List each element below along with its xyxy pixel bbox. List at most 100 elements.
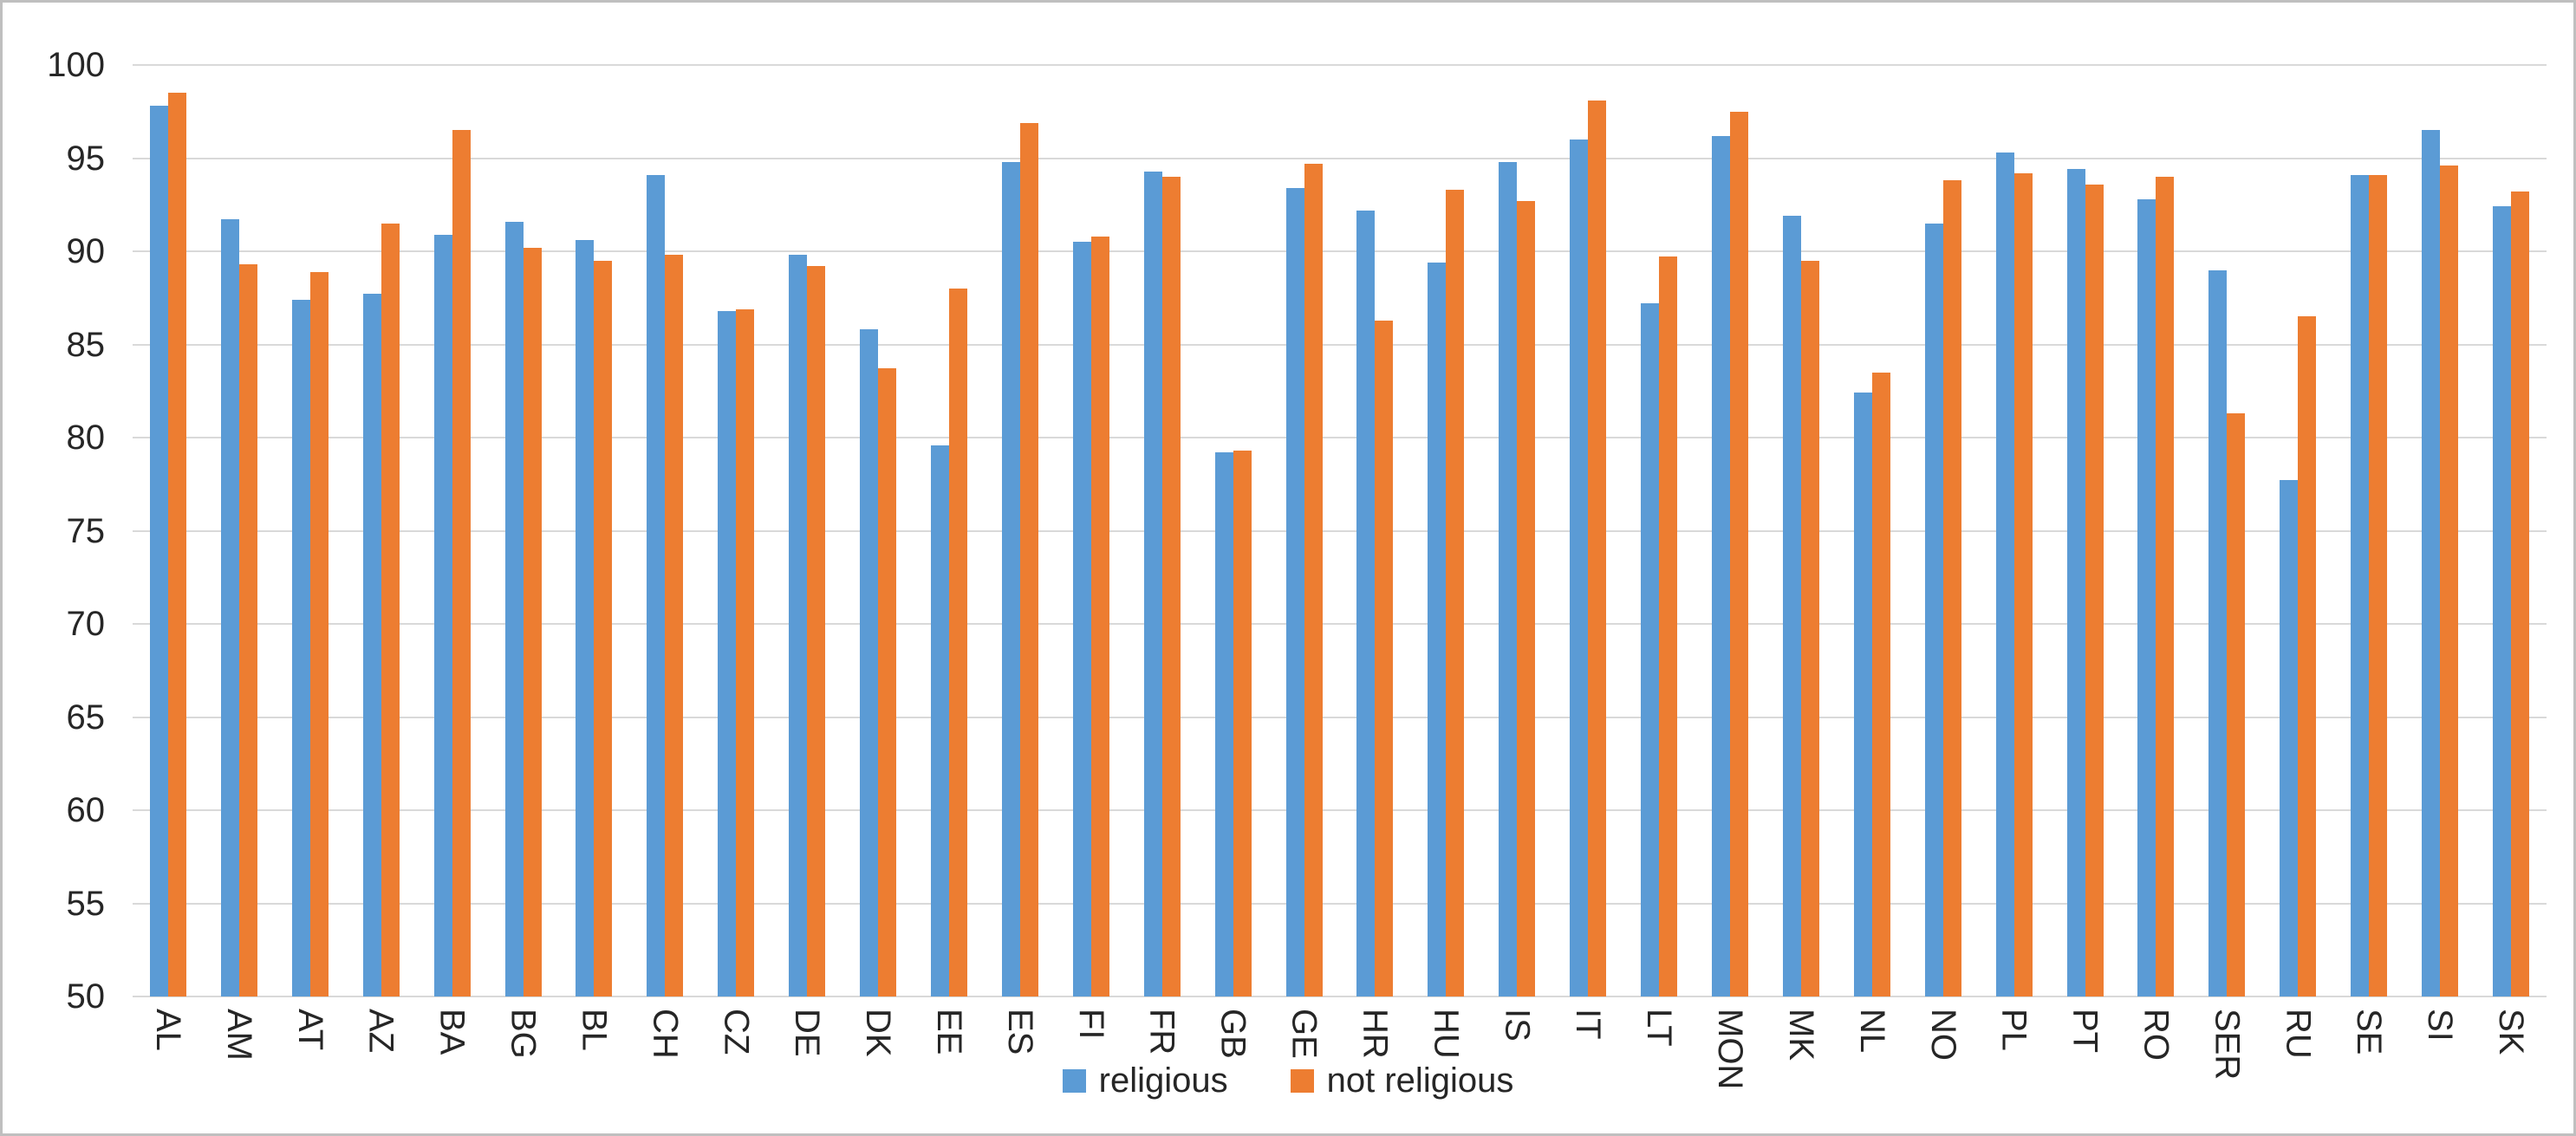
bar-religious-DE bbox=[789, 255, 808, 996]
bar-not-religious-MK bbox=[1800, 260, 1819, 996]
x-tick-label-FR: FR bbox=[1142, 1009, 1181, 1055]
y-tick-label-80: 80 bbox=[66, 419, 106, 457]
bar-religious-SER bbox=[2208, 269, 2228, 996]
gridline-80 bbox=[133, 437, 2547, 438]
bar-not-religious-RU bbox=[2298, 316, 2317, 996]
bar-not-religious-SI bbox=[2440, 166, 2459, 996]
bar-religious-PT bbox=[2066, 169, 2085, 996]
x-tick-label-AL: AL bbox=[148, 1009, 187, 1051]
gridline-55 bbox=[133, 902, 2547, 905]
x-tick-label-FI: FI bbox=[1071, 1009, 1110, 1040]
legend-item-religious: religious bbox=[1062, 1061, 1228, 1100]
bar-religious-AM bbox=[220, 219, 239, 996]
x-tick-label-DK: DK bbox=[859, 1009, 898, 1057]
bar-religious-FR bbox=[1143, 171, 1162, 996]
bar-not-religious-PL bbox=[2013, 172, 2033, 996]
bar-religious-CZ bbox=[718, 310, 737, 996]
bar-not-religious-MON bbox=[1730, 111, 1748, 996]
bar-religious-AL bbox=[149, 106, 168, 996]
bar-religious-NO bbox=[1924, 223, 1943, 996]
gridline-90 bbox=[133, 250, 2547, 252]
x-tick-label-AM: AM bbox=[219, 1009, 258, 1061]
x-tick-label-MK: MK bbox=[1781, 1009, 1820, 1061]
bar-religious-CH bbox=[647, 174, 666, 996]
x-tick-label-CH: CH bbox=[646, 1009, 685, 1059]
bar-not-religious-FR bbox=[1161, 177, 1181, 996]
bar-religious-BA bbox=[433, 234, 452, 996]
legend-label-not-religious: not religious bbox=[1326, 1061, 1514, 1100]
x-tick-label-MON: MON bbox=[1711, 1009, 1749, 1090]
bar-religious-LT bbox=[1641, 303, 1660, 996]
y-tick-label-85: 85 bbox=[66, 325, 106, 364]
bar-not-religious-ES bbox=[1019, 122, 1038, 996]
bar-religious-RU bbox=[2280, 480, 2299, 996]
bar-not-religious-PT bbox=[2085, 184, 2104, 996]
y-tick-label-70: 70 bbox=[66, 605, 106, 643]
bar-not-religious-CH bbox=[665, 255, 684, 996]
bar-not-religious-SE bbox=[2369, 174, 2388, 996]
bar-not-religious-AM bbox=[238, 264, 257, 996]
legend: religious not religious bbox=[3, 1061, 2573, 1100]
gridline-75 bbox=[133, 529, 2547, 532]
bar-religious-MON bbox=[1712, 135, 1730, 996]
bar-religious-ES bbox=[1001, 161, 1020, 996]
bar-religious-NL bbox=[1853, 393, 1872, 996]
bar-religious-AZ bbox=[362, 294, 381, 996]
x-tick-label-AT: AT bbox=[290, 1009, 329, 1051]
gridline-60 bbox=[133, 809, 2547, 811]
x-tick-label-DE: DE bbox=[788, 1009, 827, 1057]
bar-religious-BL bbox=[576, 240, 595, 996]
gridline-70 bbox=[133, 623, 2547, 625]
gridline-95 bbox=[133, 157, 2547, 159]
bar-religious-IS bbox=[1499, 161, 1518, 996]
y-tick-label-75: 75 bbox=[66, 511, 106, 550]
bar-not-religious-FI bbox=[1090, 236, 1109, 996]
gridline-100 bbox=[133, 64, 2547, 66]
bar-not-religious-RO bbox=[2156, 177, 2175, 996]
y-tick-label-95: 95 bbox=[66, 139, 106, 178]
x-tick-label-SE: SE bbox=[2350, 1009, 2389, 1055]
bar-religious-IT bbox=[1570, 140, 1589, 996]
bar-religious-GB bbox=[1214, 452, 1233, 996]
gridline-65 bbox=[133, 716, 2547, 718]
x-tick-label-BA: BA bbox=[433, 1009, 472, 1055]
x-tick-label-ES: ES bbox=[1000, 1009, 1039, 1055]
gridline-50 bbox=[133, 996, 2547, 997]
bar-not-religious-SER bbox=[2227, 413, 2246, 996]
x-tick-label-NO: NO bbox=[1923, 1009, 1962, 1061]
x-tick-label-HR: HR bbox=[1356, 1009, 1395, 1059]
bar-not-religious-AL bbox=[167, 93, 186, 996]
bar-not-religious-NO bbox=[1942, 180, 1961, 996]
bar-religious-BG bbox=[504, 221, 524, 996]
y-tick-label-50: 50 bbox=[66, 977, 106, 1016]
bar-religious-HU bbox=[1428, 262, 1447, 996]
bar-not-religious-LT bbox=[1659, 256, 1678, 996]
y-tick-label-55: 55 bbox=[66, 884, 106, 923]
bar-not-religious-NL bbox=[1871, 372, 1890, 996]
bar-not-religious-DK bbox=[878, 368, 897, 996]
x-tick-label-GE: GE bbox=[1285, 1009, 1324, 1059]
bar-religious-SK bbox=[2493, 206, 2512, 996]
x-tick-label-CZ: CZ bbox=[717, 1009, 756, 1055]
bar-not-religious-BG bbox=[523, 247, 542, 996]
legend-swatch-not-religious bbox=[1290, 1069, 1314, 1093]
y-tick-label-100: 100 bbox=[47, 46, 105, 84]
x-tick-label-BL: BL bbox=[575, 1009, 614, 1051]
bar-not-religious-GE bbox=[1304, 163, 1323, 996]
bar-religious-GE bbox=[1285, 187, 1304, 996]
bar-not-religious-GB bbox=[1233, 451, 1252, 996]
x-tick-label-BG: BG bbox=[504, 1009, 543, 1059]
bar-religious-AT bbox=[291, 299, 310, 996]
x-tick-label-SK: SK bbox=[2492, 1009, 2531, 1055]
x-tick-label-LT: LT bbox=[1640, 1009, 1679, 1047]
bar-religious-DK bbox=[860, 329, 879, 996]
bar-not-religious-BA bbox=[452, 130, 471, 996]
bar-not-religious-IS bbox=[1517, 200, 1536, 996]
bar-religious-MK bbox=[1782, 216, 1801, 996]
bar-religious-RO bbox=[2137, 198, 2156, 996]
bar-not-religious-AT bbox=[309, 271, 329, 996]
legend-item-not-religious: not religious bbox=[1290, 1061, 1514, 1100]
bar-religious-SI bbox=[2422, 130, 2441, 996]
x-tick-label-NL: NL bbox=[1852, 1009, 1891, 1054]
